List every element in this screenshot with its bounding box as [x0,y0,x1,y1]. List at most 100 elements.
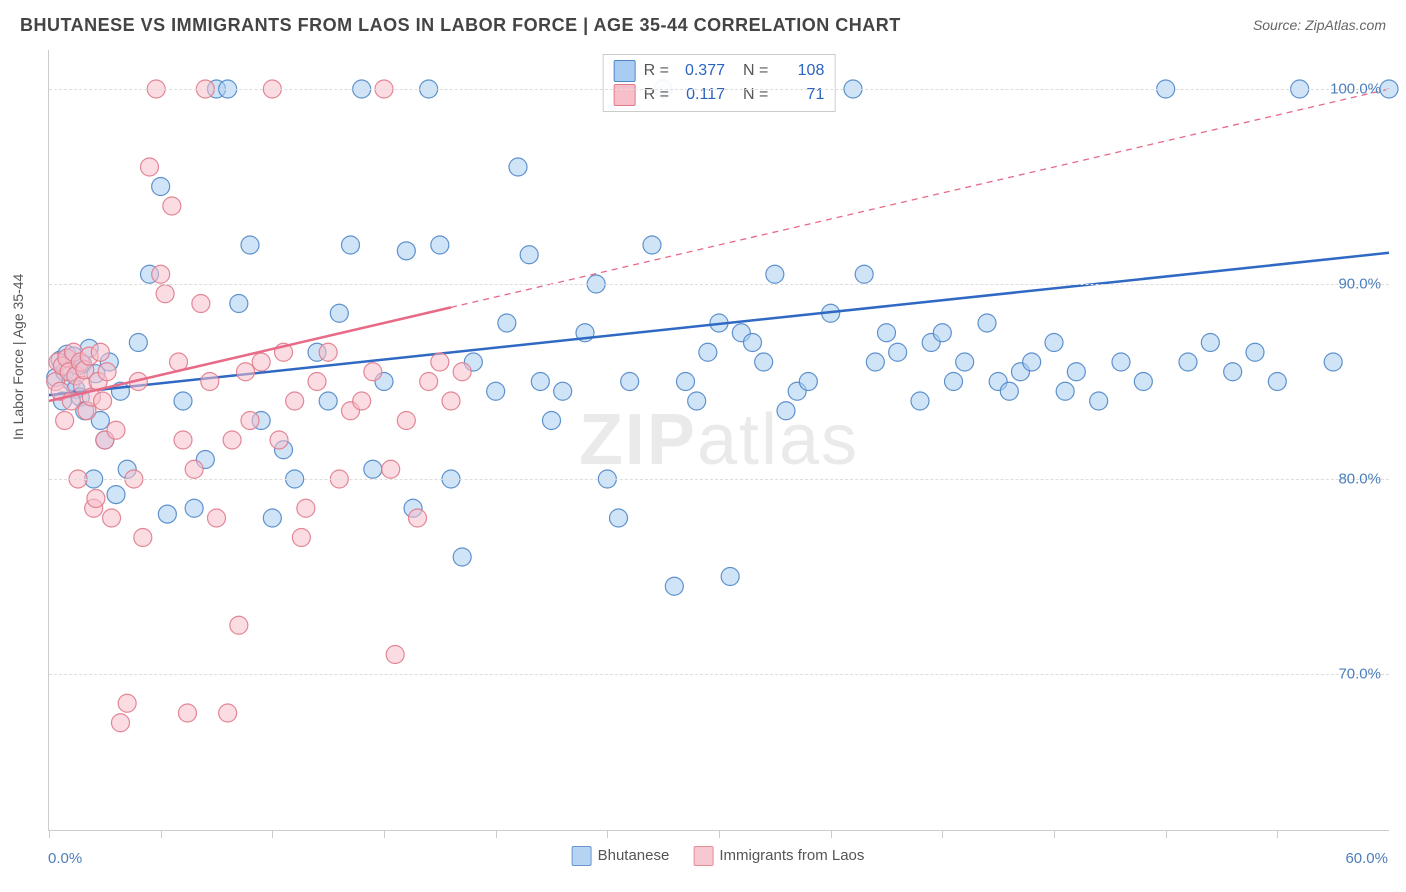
scatter-point [270,431,288,449]
legend-swatch [614,84,636,106]
scatter-point [1201,334,1219,352]
stats-n-label: N = [743,59,768,83]
scatter-point [252,353,270,371]
scatter-point [185,460,203,478]
x-tick-label: 0.0% [48,850,82,867]
y-tick-label: 90.0% [1338,276,1381,293]
scatter-point [777,402,795,420]
scatter-point [353,392,371,410]
scatter-point [230,295,248,313]
y-tick-label: 80.0% [1338,471,1381,488]
scatter-point [453,363,471,381]
scatter-point [1246,343,1264,361]
scatter-point [230,616,248,634]
scatter-point [129,334,147,352]
legend-label: Immigrants from Laos [719,847,864,864]
scatter-point [292,529,310,547]
x-tick [831,830,832,838]
scatter-point [178,704,196,722]
scatter-point [56,412,74,430]
x-tick [49,830,50,838]
scatter-point [330,304,348,322]
scatter-point [397,412,415,430]
scatter-point [744,334,762,352]
scatter-point [699,343,717,361]
scatter-point [498,314,516,332]
scatter-point [241,236,259,254]
scatter-point [799,373,817,391]
stats-r-value: 0.117 [677,83,725,107]
scatter-point [431,353,449,371]
scatter-point [174,431,192,449]
y-tick-label: 70.0% [1338,666,1381,683]
stats-r-label: R = [644,59,669,83]
scatter-point [1023,353,1041,371]
scatter-point [241,412,259,430]
legend-swatch [572,846,592,866]
y-gridline [49,284,1389,285]
scatter-point [866,353,884,371]
scatter-point [1067,363,1085,381]
y-gridline [49,674,1389,675]
scatter-point [878,324,896,342]
y-axis-label: In Labor Force | Age 35-44 [10,274,26,440]
scatter-point [192,295,210,313]
bottom-legend: Bhutanese Immigrants from Laos [572,846,865,866]
y-tick-label: 100.0% [1330,81,1381,98]
scatter-point [721,568,739,586]
scatter-point [308,373,326,391]
scatter-point [1224,363,1242,381]
scatter-point [158,505,176,523]
scatter-point [520,246,538,264]
stats-row: R = 0.377 N = 108 [614,59,825,83]
scatter-point [1268,373,1286,391]
scatter-point [342,236,360,254]
scatter-point [933,324,951,342]
scatter-point [543,412,561,430]
scatter-point [889,343,907,361]
bottom-legend-item: Bhutanese [572,846,670,866]
x-axis-row: Bhutanese Immigrants from Laos 0.0% 60.0% [48,840,1388,880]
source-label: Source: ZipAtlas.com [1253,17,1386,33]
scatter-point [978,314,996,332]
legend-swatch [614,60,636,82]
stats-n-value: 108 [776,59,824,83]
scatter-point [263,509,281,527]
scatter-point [688,392,706,410]
chart-title: BHUTANESE VS IMMIGRANTS FROM LAOS IN LAB… [20,15,901,36]
scatter-point [1179,353,1197,371]
scatter-point [107,421,125,439]
scatter-point [1045,334,1063,352]
scatter-point [286,392,304,410]
legend-label: Bhutanese [598,847,670,864]
scatter-point [945,373,963,391]
scatter-point [141,158,159,176]
scatter-point [103,509,121,527]
chart-area: ZIPatlas R =0.377N =108R =0.117N =71 70.… [48,50,1389,831]
scatter-point [223,431,241,449]
stats-n-label: N = [743,83,768,107]
x-tick-label: 60.0% [1345,850,1388,867]
y-gridline [49,479,1389,480]
header-bar: BHUTANESE VS IMMIGRANTS FROM LAOS IN LAB… [0,0,1406,50]
scatter-point [610,509,628,527]
scatter-point [1000,382,1018,400]
x-tick [272,830,273,838]
scatter-point [766,265,784,283]
trend-line-dashed [451,89,1389,307]
scatter-point [185,499,203,517]
y-gridline [49,89,1389,90]
scatter-point [319,343,337,361]
x-tick [1054,830,1055,838]
scatter-point [755,353,773,371]
stats-r-value: 0.377 [677,59,725,83]
scatter-point [386,646,404,664]
scatter-point [118,694,136,712]
scatter-point [420,373,438,391]
x-tick [161,830,162,838]
scatter-point [94,392,112,410]
scatter-point [152,265,170,283]
scatter-point [1112,353,1130,371]
x-tick [496,830,497,838]
scatter-point [665,577,683,595]
